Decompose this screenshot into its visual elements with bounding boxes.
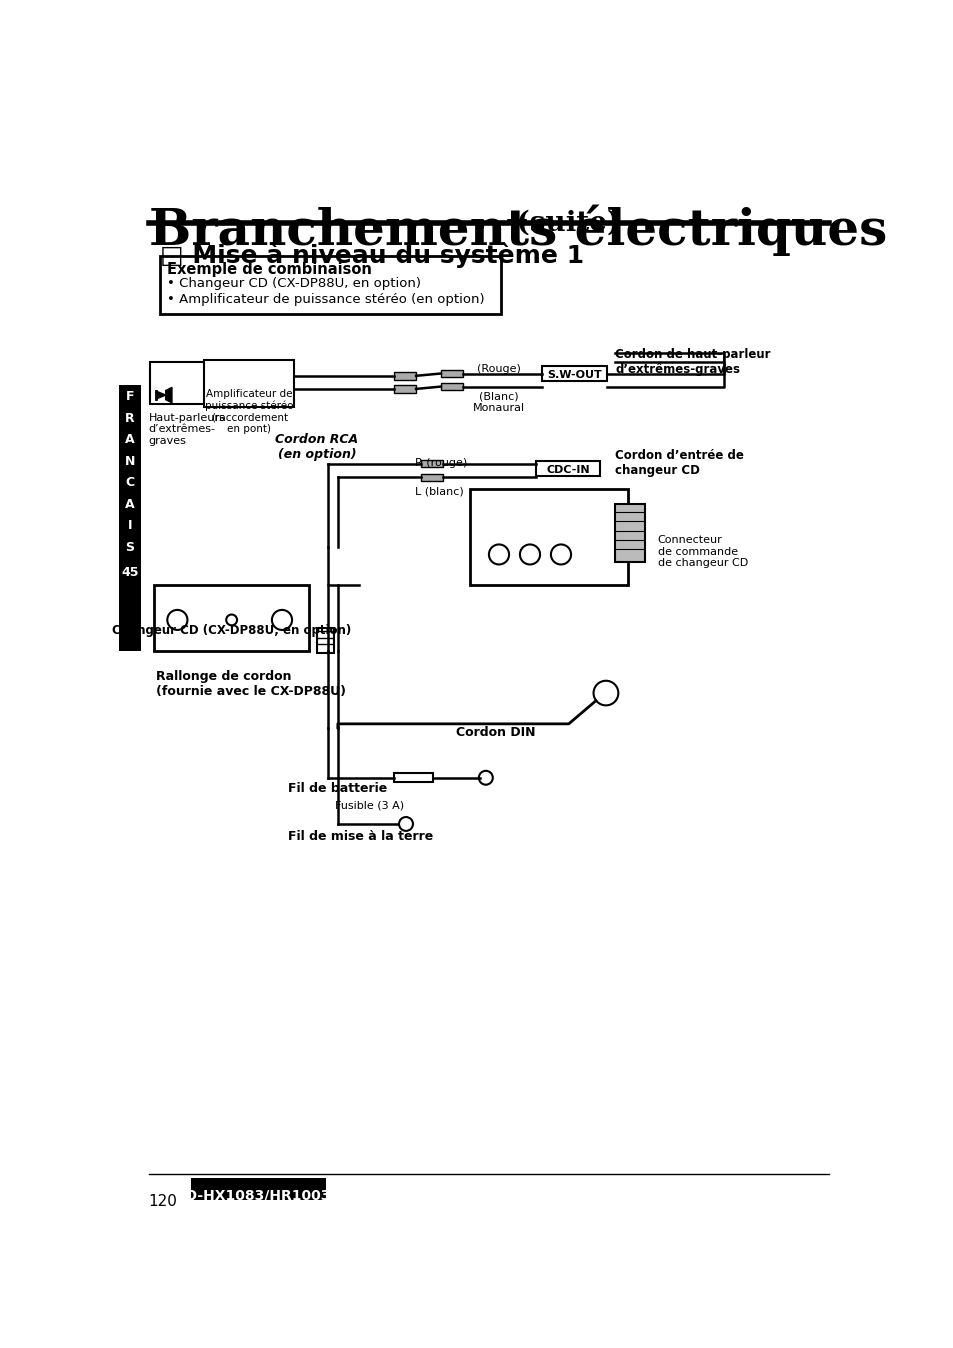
Text: S.W-OUT: S.W-OUT [546, 371, 601, 380]
Text: 120: 120 [149, 1193, 177, 1209]
Text: CDC-IN: CDC-IN [545, 465, 589, 474]
Text: Cordon RCA
(en option): Cordon RCA (en option) [275, 433, 358, 461]
Text: Rallonge de cordon
(fournie avec le CX-DP88U): Rallonge de cordon (fournie avec le CX-D… [156, 670, 346, 698]
Text: A: A [125, 433, 134, 446]
Text: Cordon de haut-parleur
d’extrêmes-graves: Cordon de haut-parleur d’extrêmes-graves [615, 348, 770, 376]
Text: A: A [125, 497, 134, 511]
Bar [469, 491, 574, 508]
Bar [191, 1178, 326, 1200]
Text: Haut-parleurs
d’extrêmes-
graves: Haut-parleurs d’extrêmes- graves [149, 412, 225, 446]
Bar [204, 360, 294, 407]
Polygon shape [166, 387, 172, 403]
Text: Fil de batterie: Fil de batterie [288, 782, 387, 795]
Bar [421, 473, 443, 481]
Bar [154, 585, 309, 651]
Bar [440, 383, 462, 391]
Text: • Amplificateur de puissance stéréo (en option): • Amplificateur de puissance stéréo (en … [167, 293, 484, 306]
Text: • Changeur CD (CX-DP88U, en option): • Changeur CD (CX-DP88U, en option) [167, 278, 421, 290]
Text: 45: 45 [121, 566, 139, 578]
Text: N: N [125, 454, 135, 468]
Text: I: I [128, 519, 132, 532]
Bar [394, 386, 416, 392]
Text: Amplificateur de
puissance stéréo
(raccordement
en pont): Amplificateur de puissance stéréo (racco… [205, 390, 294, 434]
Polygon shape [156, 391, 166, 399]
Text: Fil de mise à la terre: Fil de mise à la terre [288, 830, 433, 842]
Text: (Blanc): (Blanc) [478, 391, 518, 402]
Text: (suite): (suite) [506, 209, 619, 236]
Text: Fusible (3 A): Fusible (3 A) [335, 801, 403, 811]
Text: □ Mise à niveau du système 1: □ Mise à niveau du système 1 [159, 243, 583, 268]
Text: (Rouge): (Rouge) [476, 364, 520, 373]
Bar [394, 372, 416, 380]
Text: C: C [126, 476, 134, 489]
Bar [615, 504, 644, 562]
Bar [541, 365, 607, 381]
Text: S: S [126, 541, 134, 554]
Text: L (blanc): L (blanc) [415, 487, 463, 496]
Bar [316, 628, 334, 652]
Bar [150, 363, 208, 404]
Bar [119, 386, 141, 651]
Text: Changeur CD (CX-DP88U, en option): Changeur CD (CX-DP88U, en option) [112, 624, 351, 636]
Text: Monaural: Monaural [473, 403, 524, 412]
Bar [469, 511, 574, 528]
Bar [536, 461, 599, 476]
Text: Cordon DIN: Cordon DIN [456, 727, 536, 739]
Bar [421, 460, 443, 468]
Text: Connecteur
de commande
de changeur CD: Connecteur de commande de changeur CD [658, 535, 747, 569]
Text: CQ-HX1083/HR1003U: CQ-HX1083/HR1003U [175, 1189, 342, 1202]
Text: CQ-HX1083U: CQ-HX1083U [476, 496, 566, 510]
Bar [469, 489, 628, 585]
Text: CQ-HR1003U: CQ-HR1003U [476, 516, 566, 530]
Text: R (rouge): R (rouge) [415, 458, 467, 468]
Bar [159, 256, 500, 314]
Text: R: R [125, 411, 134, 425]
Bar [440, 369, 462, 377]
Text: Cordon d’entrée de
changeur CD: Cordon d’entrée de changeur CD [615, 449, 743, 477]
Text: F: F [126, 390, 134, 403]
Text: Branchements électriques: Branchements électriques [149, 204, 886, 256]
Text: Exemple de combinaison: Exemple de combinaison [167, 262, 372, 276]
Bar [394, 774, 433, 782]
